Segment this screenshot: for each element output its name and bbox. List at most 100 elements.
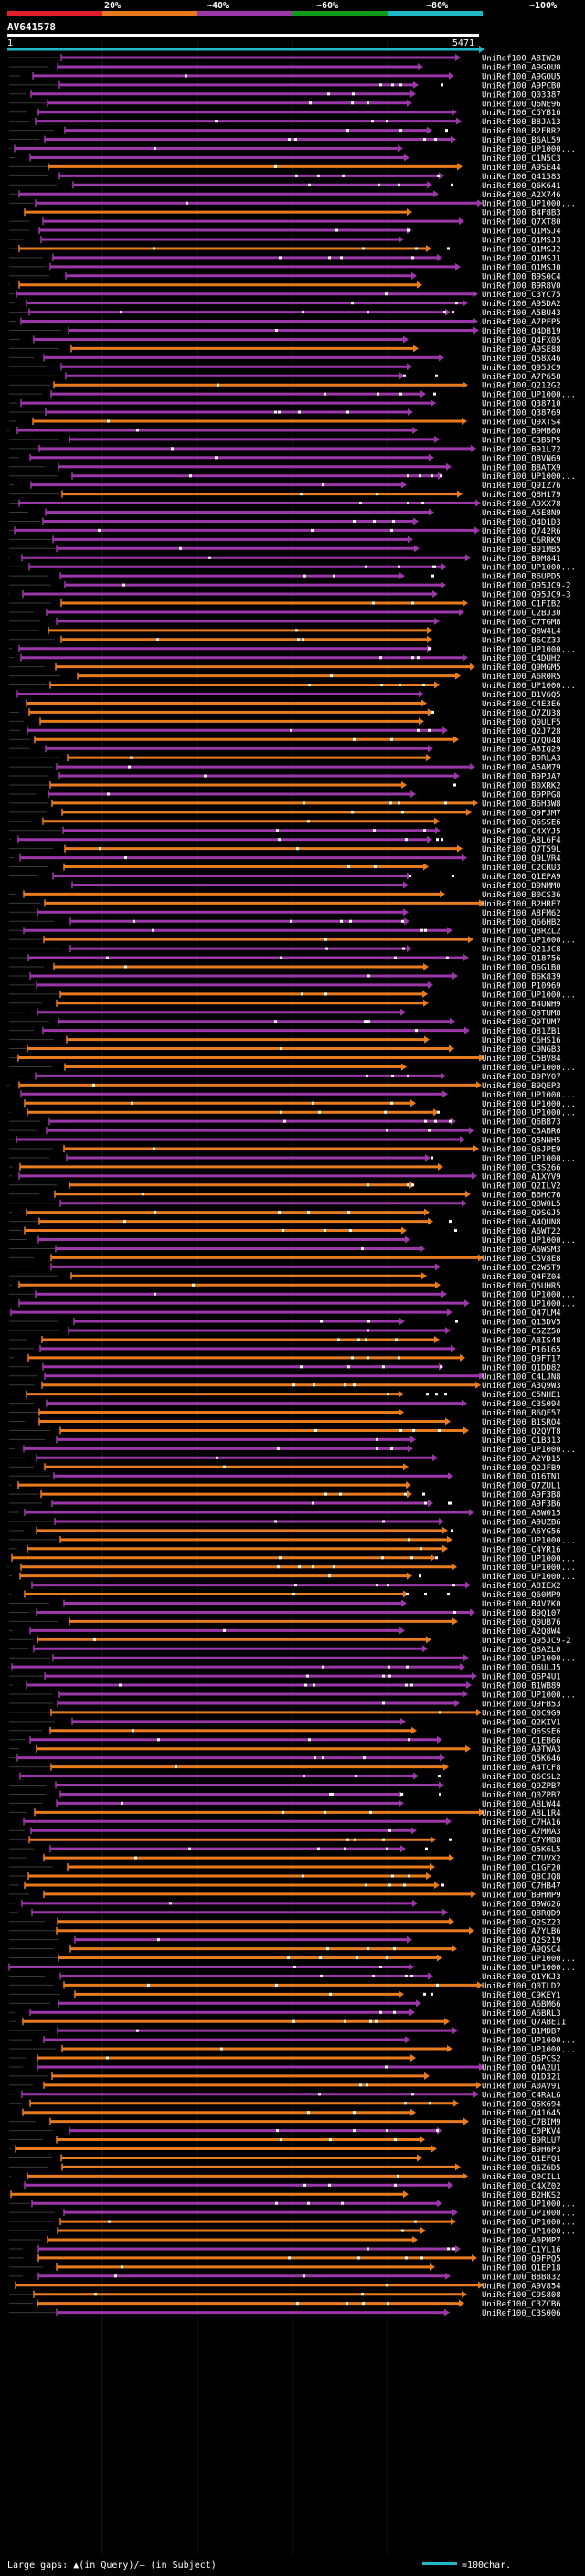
hit-label[interactable]: UniRef100_C3S094 xyxy=(482,1400,561,1409)
hit-label[interactable]: UniRef100_C4XZ02 xyxy=(482,2182,561,2191)
hit-label[interactable]: UniRef100_Q6P4U1 xyxy=(482,1673,561,1682)
hit-label[interactable]: UniRef100_C4RAL6 xyxy=(482,2091,561,2100)
hit-label[interactable]: UniRef100_UP1000... xyxy=(482,645,576,654)
hit-label[interactable]: UniRef100_B1MDB7 xyxy=(482,2028,561,2037)
hit-label[interactable]: UniRef100_Q1MSJ4 xyxy=(482,228,561,237)
hit-label[interactable]: UniRef100_Q742R6 xyxy=(482,527,561,536)
hit-label[interactable]: UniRef100_C9S808 xyxy=(482,2291,561,2300)
hit-label[interactable]: UniRef100_B4UNH9 xyxy=(482,1000,561,1009)
hit-label[interactable]: UniRef100_A9PCB0 xyxy=(482,81,561,90)
hit-label[interactable]: UniRef100_B9W626 xyxy=(482,1900,561,1909)
hit-label[interactable]: UniRef100_Q47LM4 xyxy=(482,1309,561,1319)
hit-label[interactable]: UniRef100_C4LJN8 xyxy=(482,1373,561,1382)
hit-label[interactable]: UniRef100_Q41645 xyxy=(482,2109,561,2118)
hit-label[interactable]: UniRef100_Q6CSL2 xyxy=(482,1773,561,1782)
hit-label[interactable]: UniRef100_A5BU43 xyxy=(482,309,561,318)
hit-label[interactable]: UniRef100_Q6JPE9 xyxy=(482,1146,561,1155)
hit-label[interactable]: UniRef100_A9XX78 xyxy=(482,500,561,509)
hit-label[interactable]: UniRef100_B0XRK2 xyxy=(482,782,561,791)
hit-label[interactable]: UniRef100_C5BV84 xyxy=(482,1055,561,1064)
hit-label[interactable]: UniRef100_A9TWA3 xyxy=(482,1745,561,1754)
hit-label[interactable]: UniRef100_B9M841 xyxy=(482,555,561,564)
hit-label[interactable]: UniRef100_Q2S219 xyxy=(482,1936,561,1945)
hit-label[interactable]: UniRef100_B2FRR2 xyxy=(482,127,561,136)
hit-label[interactable]: UniRef100_B9PY07 xyxy=(482,1073,561,1082)
hit-label[interactable]: UniRef100_A8FM62 xyxy=(482,909,561,918)
hit-label[interactable]: UniRef100_C5V8E8 xyxy=(482,1255,561,1264)
hit-label[interactable]: UniRef100_C9NGB3 xyxy=(482,1045,561,1055)
hit-label[interactable]: UniRef100_C3YC75 xyxy=(482,291,561,300)
hit-label[interactable]: UniRef100_Q0CIL1 xyxy=(482,2173,561,2182)
hit-label[interactable]: UniRef100_UP1000... xyxy=(482,145,576,154)
hit-label[interactable]: UniRef100_A6W015 xyxy=(482,1510,561,1519)
hit-label[interactable]: UniRef100_Q95JC9 xyxy=(482,364,561,373)
hit-label[interactable]: UniRef100_B91MB5 xyxy=(482,546,561,555)
hit-label[interactable]: UniRef100_Q2J728 xyxy=(482,727,561,737)
hit-label[interactable]: UniRef100_UP1000... xyxy=(482,1536,576,1545)
hit-label[interactable]: UniRef100_A3Q9W3 xyxy=(482,1382,561,1391)
hit-label[interactable]: UniRef100_UP1000... xyxy=(482,682,576,691)
hit-label[interactable]: UniRef100_B8JA13 xyxy=(482,118,561,127)
hit-label[interactable]: UniRef100_A2X746 xyxy=(482,191,561,200)
hit-label[interactable]: UniRef100_A9F3B8 xyxy=(482,1491,561,1500)
hit-label[interactable]: UniRef100_Q1EPA9 xyxy=(482,873,561,882)
hit-label[interactable]: UniRef100_Q6BB73 xyxy=(482,1118,561,1128)
hit-label[interactable]: UniRef100_Q0TLD2 xyxy=(482,1982,561,1991)
hit-label[interactable]: UniRef100_Q4FX05 xyxy=(482,336,561,345)
hit-label[interactable]: UniRef100_B9NMM0 xyxy=(482,882,561,891)
hit-label[interactable]: UniRef100_A0AV91 xyxy=(482,2082,561,2091)
hit-label[interactable]: UniRef100_Q4A2U1 xyxy=(482,2063,561,2072)
hit-label[interactable]: UniRef100_Q41583 xyxy=(482,173,561,182)
hit-label[interactable]: UniRef100_A0PMP7 xyxy=(482,2237,561,2246)
hit-label[interactable]: UniRef100_B6QF57 xyxy=(482,1409,561,1418)
hit-label[interactable]: UniRef100_A9F3B6 xyxy=(482,1500,561,1510)
hit-label[interactable]: UniRef100_Q1MSJ0 xyxy=(482,263,561,272)
hit-label[interactable]: UniRef100_Q1EFQ1 xyxy=(482,2155,561,2164)
hit-label[interactable]: UniRef100_Q9TUM7 xyxy=(482,1018,561,1027)
hit-label[interactable]: UniRef100_C7YMB8 xyxy=(482,1837,561,1846)
hit-label[interactable]: UniRef100_Q0ZPB7 xyxy=(482,1791,561,1800)
hit-label[interactable]: UniRef100_Q7QU48 xyxy=(482,737,561,746)
hit-label[interactable]: UniRef100_Q6SSE6 xyxy=(482,1727,561,1736)
hit-label[interactable]: UniRef100_C3S266 xyxy=(482,1163,561,1172)
hit-label[interactable]: UniRef100_B4V7K0 xyxy=(482,1600,561,1609)
hit-label[interactable]: UniRef100_A7PFP5 xyxy=(482,318,561,327)
hit-label[interactable]: UniRef100_Q8W0L5 xyxy=(482,1200,561,1209)
hit-label[interactable]: UniRef100_B9PPG8 xyxy=(482,790,561,800)
hit-label[interactable]: UniRef100_C5NHE1 xyxy=(482,1391,561,1400)
hit-label[interactable]: UniRef100_UP1000... xyxy=(482,2200,576,2210)
hit-label[interactable]: UniRef100_UP1000... xyxy=(482,1064,576,1073)
hit-label[interactable]: UniRef100_C1N5C3 xyxy=(482,154,561,164)
hit-label[interactable]: UniRef100_Q7ABEI1 xyxy=(482,2019,566,2028)
hit-label[interactable]: UniRef100_Q9TUM8 xyxy=(482,1009,561,1018)
hit-label[interactable]: UniRef100_UP1000... xyxy=(482,1300,576,1309)
hit-label[interactable]: UniRef100_Q1MSJ1 xyxy=(482,254,561,263)
hit-label[interactable]: UniRef100_Q7ZU38 xyxy=(482,709,561,718)
hit-label[interactable]: UniRef100_A9UZB6 xyxy=(482,1518,561,1527)
hit-label[interactable]: UniRef100_Q6K641 xyxy=(482,182,561,191)
hit-label[interactable]: UniRef100_A2Q8W4 xyxy=(482,1627,561,1637)
hit-label[interactable]: UniRef100_Q1DD82 xyxy=(482,1363,561,1373)
hit-label[interactable]: UniRef100_UP1000... xyxy=(482,1964,576,1973)
hit-label[interactable]: UniRef100_Q6SSE6 xyxy=(482,818,561,827)
hit-label[interactable]: UniRef100_A6WSM3 xyxy=(482,1246,561,1255)
hit-label[interactable]: UniRef100_UP1000... xyxy=(482,1154,576,1163)
hit-label[interactable]: UniRef100_UP1000... xyxy=(482,1564,576,1573)
hit-label[interactable]: UniRef100_Q1MSJ3 xyxy=(482,237,561,246)
hit-label[interactable]: UniRef100_Q9FPQ5 xyxy=(482,2254,561,2263)
hit-label[interactable]: UniRef100_A5AM79 xyxy=(482,764,561,773)
hit-label[interactable]: UniRef100_A5E8N9 xyxy=(482,509,561,518)
hit-label[interactable]: UniRef100_Q6G1B0 xyxy=(482,964,561,973)
hit-label[interactable]: UniRef100_Q9SGJ5 xyxy=(482,1209,561,1218)
hit-label[interactable]: UniRef100_B91L72 xyxy=(482,445,561,454)
hit-label[interactable]: UniRef100_Q21JC8 xyxy=(482,946,561,955)
hit-label[interactable]: UniRef100_Q9MGM5 xyxy=(482,663,561,673)
hit-label[interactable]: UniRef100_B6K839 xyxy=(482,972,561,981)
hit-label[interactable]: UniRef100_P10969 xyxy=(482,981,561,991)
hit-label[interactable]: UniRef100_B9H6P3 xyxy=(482,2146,561,2155)
hit-label[interactable]: UniRef100_Q0UB76 xyxy=(482,1618,561,1627)
hit-label[interactable]: UniRef100_UP1000... xyxy=(482,1236,576,1246)
hit-label[interactable]: UniRef100_B6H3W8 xyxy=(482,800,561,809)
hit-label[interactable]: UniRef100_A9GOU0 xyxy=(482,63,561,72)
hit-label[interactable]: UniRef100_C1FIB2 xyxy=(482,600,561,610)
